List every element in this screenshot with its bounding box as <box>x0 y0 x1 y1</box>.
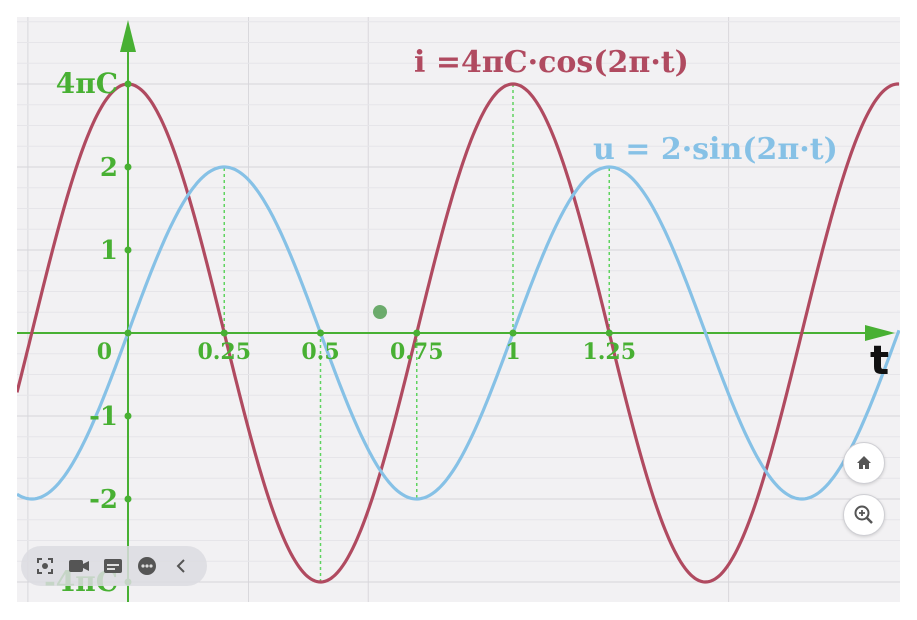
x-tick-label: 0.25 <box>197 339 251 365</box>
y-tick-dot <box>124 246 132 254</box>
zoom-in-button[interactable] <box>843 494 885 536</box>
y-axis-arrow <box>120 20 136 52</box>
x-tick-dot <box>605 329 613 337</box>
y-tick-label: 2 <box>100 153 118 183</box>
u-curve <box>17 165 900 501</box>
y-tick-dot <box>124 80 132 88</box>
y-tick-label: -1 <box>89 402 118 432</box>
x-tick-label: 0.5 <box>301 339 339 365</box>
y-tick-dot <box>124 495 132 503</box>
subtitle-icon[interactable] <box>101 554 125 578</box>
y-tick-label: -2 <box>89 485 118 515</box>
x-tick-dot <box>220 329 228 337</box>
home-button[interactable] <box>843 442 885 484</box>
y-tick-dot <box>124 163 132 171</box>
x-tick-dot <box>317 329 324 337</box>
home-icon <box>857 456 871 469</box>
x-tick-label: 1.25 <box>582 339 636 365</box>
x-tick-label: 1 <box>505 339 520 365</box>
i-equation: i =4πC·cos(2π·t) <box>414 45 689 80</box>
x-tick-label: 0.75 <box>390 339 444 365</box>
u-equation: u = 2·sin(2π·t) <box>593 132 838 167</box>
x-tick-dot <box>509 329 517 337</box>
chevron-left-icon[interactable] <box>169 554 193 578</box>
x-tick-dot <box>124 329 132 337</box>
screenshot-icon[interactable] <box>33 554 57 578</box>
y-tick-label: 1 <box>100 236 118 266</box>
i-curve <box>17 82 899 584</box>
x-tick-dot <box>413 329 421 337</box>
y-tick-dot <box>124 412 132 420</box>
y-tick-label: 4πC <box>56 67 118 100</box>
cursor-dot <box>373 305 387 319</box>
zoom-in-icon <box>854 505 873 524</box>
video-toolbar <box>21 546 207 586</box>
x-tick-label: 0 <box>97 339 112 365</box>
t-axis-label: t <box>870 338 890 384</box>
more-icon[interactable] <box>135 554 159 578</box>
x-axis-arrow <box>865 325 895 341</box>
camera-icon[interactable] <box>67 554 91 578</box>
